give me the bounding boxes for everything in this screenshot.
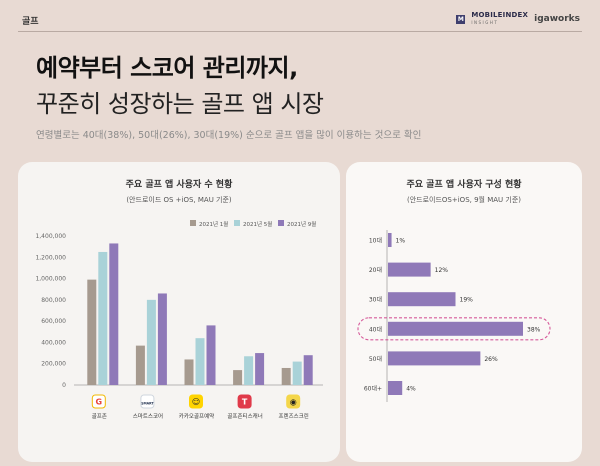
bar (388, 381, 403, 395)
x-tick-label: 프렌즈스크린 (279, 412, 309, 420)
friends-app-icon: ◉ (286, 394, 301, 409)
legend-label: 2021년 1월 (199, 220, 228, 228)
igaworks-logo: igaworks (534, 14, 580, 24)
bar (388, 321, 523, 336)
app-icon-glyph: ☺ (192, 398, 200, 407)
x-tick-label: 골프존 (92, 413, 107, 420)
legend-label: 2021년 9월 (287, 220, 316, 228)
kakaogolf-app-icon: ☺ (189, 394, 203, 409)
y-tick-label: 50대 (369, 355, 382, 363)
bar-2 (195, 338, 205, 385)
smartscore-app-icon: SMART (140, 394, 155, 409)
bar-1 (233, 370, 243, 385)
y-tick-label: 1,000,000 (35, 276, 66, 283)
brand-logos: M MOBILEINDEX INSIGHT igaworks (456, 12, 580, 26)
y-tick-label: 30대 (369, 296, 382, 304)
bar-1 (281, 367, 291, 385)
headline-line1: 예약부터 스코어 관리까지, (36, 54, 298, 82)
top-bar: 골프 M MOBILEINDEX INSIGHT igaworks (0, 0, 600, 40)
y-tick-label: 200,000 (41, 361, 66, 368)
bar-3 (206, 325, 216, 385)
data-label: 12% (435, 267, 449, 274)
y-tick-label: 60대+ (364, 385, 382, 393)
data-label: 19% (460, 297, 474, 304)
bar-3 (255, 353, 265, 385)
app-icon-glyph: T (242, 398, 248, 407)
bar (388, 262, 431, 277)
bar (388, 292, 456, 307)
bar-2 (98, 251, 108, 385)
data-label: 26% (484, 356, 498, 363)
app-icon-glyph: G (96, 398, 103, 407)
app-icon-bg (91, 394, 106, 409)
x-tick-label: 골프존티스캐너 (227, 412, 262, 420)
y-tick-label: 40대 (369, 325, 382, 333)
golfzon-app-icon: G (91, 394, 106, 409)
data-label: 4% (406, 386, 416, 393)
bar-2 (146, 299, 156, 385)
data-label: 38% (527, 326, 541, 333)
mau-chart-card: 주요 골프 앱 사용자 수 현황 (안드로이드 OS +iOS, MAU 기준)… (18, 162, 340, 462)
mobileindex-sub: INSIGHT (471, 20, 499, 25)
category-tag: 골프 (22, 17, 39, 27)
y-tick-label: 600,000 (41, 318, 66, 325)
bar-1 (135, 345, 145, 385)
headline-subtitle: 연령별로는 40대(38%), 50대(26%), 30대(19%) 순으로 골… (36, 130, 422, 141)
x-tick-label: 카카오골프예약 (179, 412, 214, 420)
bar (388, 351, 481, 366)
legend-swatch (278, 220, 284, 226)
mobileindex-logo: MOBILEINDEX INSIGHT (471, 12, 528, 26)
bar-2 (244, 356, 254, 385)
highlight-outline (357, 317, 551, 341)
app-icon-bg (140, 394, 155, 409)
bar-1 (184, 359, 194, 385)
y-tick-label: 0 (62, 382, 66, 389)
golfzon-t-app-icon: T (237, 394, 252, 409)
x-tick-label: 스마트스코어 (133, 412, 163, 420)
y-tick-label: 20대 (369, 266, 382, 274)
bar (388, 233, 392, 247)
app-icon-bg (237, 394, 252, 409)
chart-subtitle: (안드로이드OS+iOS, 9월 MAU 기준) (407, 195, 521, 204)
y-tick-label: 10대 (369, 237, 382, 245)
age-bar-chart: 주요 골프 앱 사용자 구성 현황 (안드로이드OS+iOS, 9월 MAU 기… (357, 178, 551, 402)
y-tick-label: 400,000 (41, 339, 66, 346)
legend-swatch (234, 220, 240, 226)
y-tick-label: 800,000 (41, 297, 66, 304)
legend-label: 2021년 5월 (243, 220, 272, 228)
mau-bar-chart: 주요 골프 앱 사용자 수 현황 (안드로이드 OS +iOS, MAU 기준)… (35, 178, 323, 420)
mobileindex-logo-icon: M (456, 14, 466, 24)
bar-1 (87, 279, 97, 385)
bar-3 (109, 243, 119, 385)
app-icon-glyph: SMART (141, 402, 154, 406)
bar-3 (303, 355, 313, 385)
app-icon-bg (189, 394, 203, 409)
bar-3 (157, 293, 167, 385)
y-tick-label: 1,400,000 (35, 233, 66, 240)
age-chart-card: 주요 골프 앱 사용자 구성 현황 (안드로이드OS+iOS, 9월 MAU 기… (346, 162, 582, 462)
app-icon-bg (286, 394, 301, 409)
divider (18, 31, 582, 32)
chart-title: 주요 골프 앱 사용자 구성 현황 (406, 178, 522, 190)
chart-title: 주요 골프 앱 사용자 수 현황 (126, 178, 233, 190)
legend-swatch (190, 220, 196, 226)
headline-line2: 꾸준히 성장하는 골프 앱 시장 (36, 90, 324, 118)
mobileindex-name: MOBILEINDEX (471, 11, 529, 19)
data-label: 1% (396, 238, 406, 245)
y-tick-label: 1,200,000 (35, 254, 66, 261)
bar-2 (292, 361, 302, 385)
chart-subtitle: (안드로이드 OS +iOS, MAU 기준) (126, 195, 232, 204)
app-icon-glyph: ◉ (290, 398, 297, 407)
